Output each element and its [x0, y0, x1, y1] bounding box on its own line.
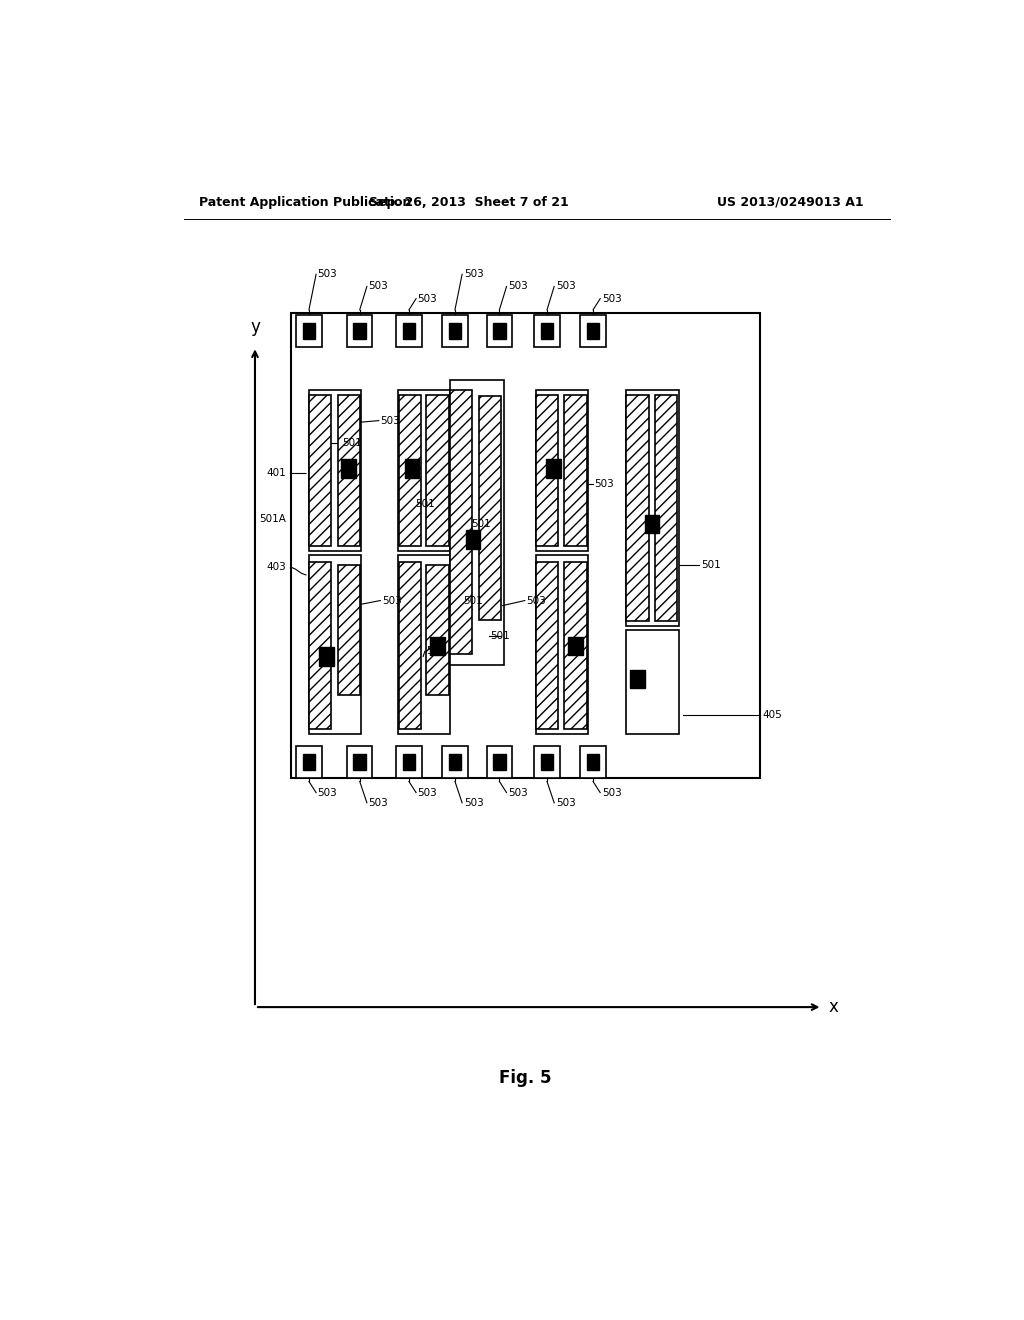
Bar: [536, 391, 588, 550]
Text: 503: 503: [602, 293, 622, 304]
Text: 403: 403: [266, 562, 286, 572]
Text: 503: 503: [380, 416, 400, 425]
Text: US 2013/0249013 A1: US 2013/0249013 A1: [718, 195, 864, 209]
Text: 501: 501: [342, 438, 362, 447]
Bar: [536, 554, 588, 734]
Bar: [402, 754, 416, 771]
Bar: [338, 395, 359, 545]
Text: 501: 501: [416, 499, 435, 510]
Bar: [535, 315, 560, 347]
Text: 503: 503: [464, 797, 483, 808]
Bar: [397, 554, 451, 734]
Text: 501: 501: [471, 519, 490, 529]
Text: 503: 503: [464, 269, 483, 280]
Text: 503: 503: [556, 797, 575, 808]
Bar: [541, 323, 553, 339]
Text: 503: 503: [508, 281, 528, 292]
Text: 503: 503: [602, 788, 622, 797]
Bar: [309, 395, 331, 545]
Bar: [309, 554, 361, 734]
Bar: [319, 647, 334, 665]
Bar: [303, 754, 315, 771]
Bar: [426, 395, 449, 545]
Text: Fig. 5: Fig. 5: [499, 1069, 551, 1088]
Text: 501A: 501A: [259, 515, 286, 524]
Bar: [347, 746, 373, 779]
Bar: [404, 459, 419, 478]
Bar: [347, 315, 373, 347]
Bar: [568, 638, 583, 656]
Bar: [494, 754, 506, 771]
Text: 503: 503: [595, 479, 614, 488]
Bar: [645, 515, 658, 533]
Bar: [587, 323, 599, 339]
Text: 503: 503: [526, 595, 546, 606]
Bar: [536, 395, 558, 545]
Bar: [442, 315, 468, 347]
Bar: [426, 565, 449, 696]
Bar: [449, 754, 461, 771]
Bar: [494, 323, 506, 339]
Bar: [536, 562, 558, 729]
Bar: [402, 323, 416, 339]
Text: 501: 501: [701, 560, 721, 570]
Bar: [655, 395, 677, 620]
Bar: [627, 395, 648, 620]
Bar: [587, 754, 599, 771]
Text: 503: 503: [556, 281, 575, 292]
Bar: [631, 669, 645, 688]
Text: x: x: [828, 998, 839, 1016]
Text: 501: 501: [463, 595, 482, 606]
Bar: [581, 746, 606, 779]
Bar: [296, 315, 322, 347]
Bar: [341, 459, 355, 478]
Bar: [353, 754, 367, 771]
Bar: [338, 565, 359, 696]
Text: 503: 503: [508, 788, 528, 797]
Bar: [398, 395, 421, 545]
Bar: [486, 746, 512, 779]
Bar: [541, 754, 553, 771]
Bar: [303, 323, 315, 339]
Text: 501: 501: [490, 631, 510, 642]
Bar: [451, 391, 472, 655]
Text: 503: 503: [418, 788, 437, 797]
Bar: [581, 315, 606, 347]
Text: y: y: [250, 318, 260, 337]
Bar: [449, 323, 461, 339]
Bar: [309, 562, 331, 729]
Text: 503: 503: [369, 281, 388, 292]
Bar: [451, 380, 504, 664]
Text: 503: 503: [418, 293, 437, 304]
Bar: [442, 746, 468, 779]
Bar: [296, 746, 322, 779]
Bar: [396, 315, 422, 347]
Text: 501: 501: [426, 647, 446, 656]
Bar: [430, 638, 444, 656]
Bar: [627, 391, 679, 626]
Text: 503: 503: [382, 595, 401, 606]
Bar: [627, 630, 679, 734]
Bar: [353, 323, 367, 339]
Bar: [564, 395, 587, 545]
Text: Sep. 26, 2013  Sheet 7 of 21: Sep. 26, 2013 Sheet 7 of 21: [370, 195, 569, 209]
Bar: [397, 391, 451, 550]
Bar: [398, 562, 421, 729]
Bar: [486, 315, 512, 347]
Text: Patent Application Publication: Patent Application Publication: [200, 195, 412, 209]
Bar: [309, 391, 361, 550]
Bar: [479, 396, 501, 620]
Bar: [546, 459, 560, 478]
Bar: [466, 531, 480, 549]
Text: 401: 401: [266, 469, 286, 478]
Text: 503: 503: [369, 797, 388, 808]
Bar: [291, 313, 760, 779]
Bar: [564, 562, 587, 729]
Bar: [535, 746, 560, 779]
Bar: [396, 746, 422, 779]
Text: 405: 405: [763, 710, 782, 721]
Text: 503: 503: [317, 788, 338, 797]
Text: 503: 503: [317, 269, 338, 280]
